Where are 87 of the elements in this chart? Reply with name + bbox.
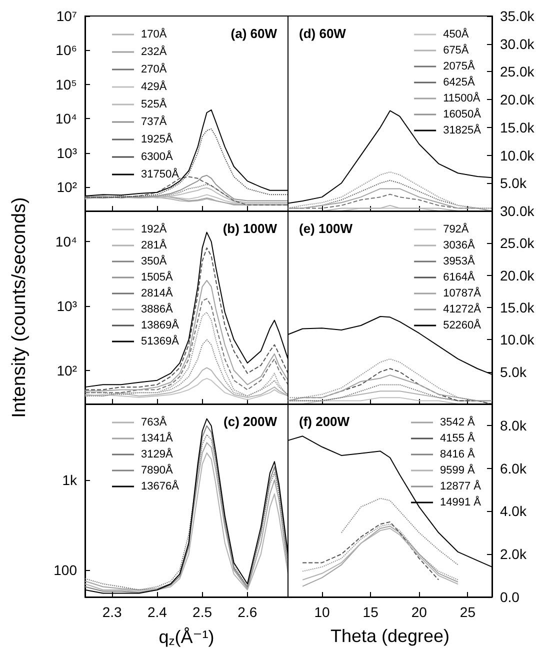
text: (f) 200W <box>299 414 350 429</box>
y-axis-title: Intensity (counts/seconds) <box>9 197 30 418</box>
legend-label: 6300Å <box>141 150 174 163</box>
y-tick-label: 10³ <box>56 298 78 314</box>
legend-label: 10787Å <box>443 286 482 300</box>
legend-label: 51369Å <box>141 334 180 348</box>
legend-label: 52260Å <box>443 318 482 332</box>
y-tick-label: 10⁵ <box>56 76 77 92</box>
y-tick-label: 10² <box>56 362 78 378</box>
legend-label: 13869Å <box>141 318 180 332</box>
legend-label: 41272Å <box>443 302 482 316</box>
y-tick-label: 30.0k <box>500 203 536 219</box>
legend-label: 3542 Å <box>440 416 476 428</box>
legend-label: 8416 Å <box>440 448 476 460</box>
y-tick-label: 10⁴ <box>55 110 77 127</box>
legend-label: 192Å <box>141 222 168 236</box>
y-tick-label: 8.0k <box>500 417 528 434</box>
y-tick-label: 15.0k <box>500 300 536 316</box>
x-tick-label: 2.5 <box>192 604 212 620</box>
text: (d) 60W <box>299 26 347 41</box>
legend-label: 350Å <box>141 254 168 268</box>
legend-label: 763Å <box>141 416 168 428</box>
y-tick-label: 10² <box>56 179 78 196</box>
legend-label: 170Å <box>141 28 168 40</box>
y-tick-label: 4.0k <box>500 503 528 520</box>
y-tick-label: 5.0k <box>500 364 528 380</box>
y-tick-label: 15.0k <box>500 119 536 136</box>
legend-label: 450Å <box>443 28 470 40</box>
y-tick-label: 25.0k <box>500 64 536 80</box>
y-tick-label: 25.0k <box>500 235 536 252</box>
legend-label: 675Å <box>443 44 470 56</box>
legend-label: 1505Å <box>141 270 174 284</box>
x-tick-label: 20 <box>411 604 428 620</box>
y-tick-label: 10³ <box>56 144 78 161</box>
legend-label: 4155 Å <box>440 432 476 444</box>
y-tick-label: 10⁷ <box>56 8 77 24</box>
legend-label: 31750Å <box>141 168 180 180</box>
legend-label: 16050Å <box>443 108 482 120</box>
text: (e) 100W <box>299 221 354 236</box>
x-tick-label: 2.4 <box>147 604 168 620</box>
legend-label: 792Å <box>443 222 470 236</box>
legend-label: 3886Å <box>141 302 174 316</box>
y-tick-label: 1k <box>62 472 78 488</box>
legend-label: 6425Å <box>443 76 476 88</box>
y-tick-label: 100 <box>54 562 78 578</box>
legend-label: 232Å <box>141 45 168 58</box>
legend-label: 14991 Å <box>440 496 482 508</box>
y-tick-label: 10⁶ <box>56 42 77 58</box>
legend-label: 3129Å <box>141 448 174 460</box>
y-tick-label: 0.0 <box>500 589 520 605</box>
x-tick-label: 2.3 <box>102 604 122 620</box>
legend-label: 12877 Å <box>440 480 482 492</box>
x-tick-label: 10 <box>314 604 330 620</box>
y-tick-label: 5.0k <box>500 175 528 192</box>
x-tick-label: 2.6 <box>238 604 258 620</box>
text: (c) 200W <box>224 414 278 429</box>
y-tick-label: 10⁴ <box>55 234 77 250</box>
legend-label: 1925Å <box>141 132 174 146</box>
y-tick-label: 10.0k <box>500 332 536 348</box>
y-tick-label: 2.0k <box>500 546 528 562</box>
x-tick-label: 15 <box>362 604 379 620</box>
legend-label: 13676Å <box>141 480 180 492</box>
x-axis-title: Theta (degree) <box>330 626 450 646</box>
legend-label: 2814Å <box>141 286 174 300</box>
legend-label: 7890Å <box>141 464 174 476</box>
legend-label: 270Å <box>141 62 168 76</box>
legend-label: 1341Å <box>141 432 174 444</box>
text: (a) 60W <box>230 26 278 41</box>
legend-label: 737Å <box>141 115 168 128</box>
legend-label: 3036Å <box>443 238 476 252</box>
legend-label: 11500Å <box>443 92 481 104</box>
y-tick-label: 20.0k <box>500 92 536 108</box>
legend-label: 9599 Å <box>440 464 476 476</box>
y-tick-label: 6.0k <box>500 460 528 476</box>
y-tick-label: 20.0k <box>500 267 536 284</box>
legend-label: 281Å <box>141 238 168 252</box>
legend-label: 2075Å <box>443 60 476 72</box>
y-tick-label: 35.0k <box>500 8 536 24</box>
y-tick-label: 10.0k <box>500 147 536 164</box>
y-tick-label: 30.0k <box>500 36 536 52</box>
x-tick-label: 25 <box>460 604 476 620</box>
text: (b) 100W <box>222 221 278 236</box>
legend-label: 3953Å <box>443 254 476 268</box>
legend-label: 6164Å <box>443 270 476 284</box>
legend-label: 525Å <box>141 98 168 110</box>
legend-label: 31825Å <box>443 124 482 136</box>
legend-label: 429Å <box>141 80 168 93</box>
